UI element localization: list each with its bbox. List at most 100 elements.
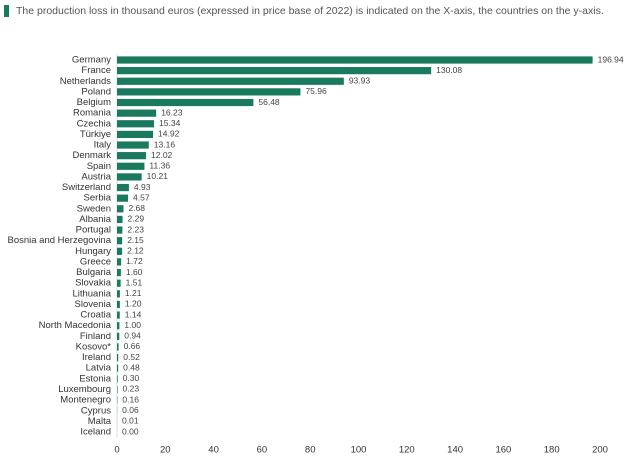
value-label: 11.36 [149,161,170,171]
value-label: 4.57 [133,192,150,202]
y-tick-label: Ireland [82,352,111,363]
value-label: 1.72 [126,256,143,266]
value-label: 130.08 [436,65,462,75]
bar [117,300,120,309]
bar [117,88,301,96]
bar [117,343,119,351]
bar [117,120,155,128]
value-label: 2.12 [127,246,144,256]
value-label: 12.02 [151,150,173,160]
bar [117,77,344,85]
value-label: 2.23 [127,224,144,234]
y-tick-label: Finland [80,331,111,342]
value-label: 0.48 [123,362,140,372]
y-tick-label: Sweden [77,203,111,214]
bar [117,258,122,266]
x-tick-label: 160 [495,445,511,456]
x-tick-label: 140 [447,445,463,456]
value-label: 0.30 [123,373,140,383]
y-tick-label: Greece [80,256,111,267]
y-tick-label: Poland [81,86,111,97]
y-tick-label: Serbia [84,193,112,204]
value-label: 0.16 [122,394,139,404]
bar [117,290,120,298]
y-tick-label: Bulgaria [76,267,112,278]
value-label: 10.21 [147,171,169,181]
y-tick-label: Cyprus [81,405,111,416]
value-label: 1.14 [125,309,142,319]
x-tick-label: 40 [208,445,219,456]
bar [117,56,593,64]
bar [117,375,118,383]
value-label: 0.52 [123,352,140,362]
y-tick-label: Lithuania [72,288,111,299]
y-tick-label: Slovenia [75,299,112,310]
value-label: 1.00 [124,320,141,330]
value-label: 15.34 [159,118,181,128]
x-tick-label: 180 [544,445,560,456]
bar [117,268,121,277]
chart-title: The production loss in thousand euros (e… [16,5,604,17]
bar [117,205,124,213]
y-tick-label: Netherlands [60,76,111,87]
value-label: 1.21 [125,288,142,298]
y-tick-label: Spain [87,161,111,172]
bar [117,322,120,330]
value-label: 0.94 [124,331,141,341]
value-label: 14.92 [158,129,180,139]
y-tick-label: Albania [79,214,111,225]
bar [117,364,119,372]
y-tick-label: Portugal [76,225,111,236]
value-label: 0.23 [123,384,140,394]
bar [117,173,142,181]
bar [117,67,432,75]
y-tick-label: Kosovo* [76,341,112,352]
y-tick-label: Belgium [77,97,111,108]
y-tick-label: Croatia [80,310,111,321]
y-tick-label: Austria [81,171,111,182]
value-label: 75.96 [305,86,327,96]
y-tick-label: Luxembourg [58,384,111,395]
value-label: 1.51 [126,277,143,287]
bar [117,385,118,394]
value-label: 196.94 [598,54,624,64]
x-tick-label: 0 [114,445,119,456]
y-tick-label: Germany [72,55,111,66]
value-label: 1.60 [126,267,143,277]
bar [117,152,147,160]
y-tick-label: Hungary [75,246,111,257]
y-tick-label: Denmark [72,150,111,161]
x-tick-label: 120 [399,445,415,456]
value-label: 0.06 [122,405,139,415]
y-tick-label: Latvia [86,363,112,374]
y-tick-label: Iceland [80,427,111,438]
bar [117,109,157,117]
y-tick-label: Bosnia and Herzegovina [7,235,111,246]
x-tick-label: 80 [305,445,316,456]
bar [117,354,119,362]
value-label: 2.15 [127,235,144,245]
y-tick-label: Romania [73,108,112,119]
y-tick-label: Estonia [79,373,111,384]
bar [117,332,120,340]
bar [117,247,123,255]
bar [117,141,149,149]
value-label: 2.68 [128,203,145,213]
x-tick-label: 200 [592,445,608,456]
value-label: 0.00 [122,426,139,436]
value-label: 4.93 [134,182,151,192]
title-marker [4,5,9,17]
y-tick-label: Czechia [77,118,112,129]
bar [117,311,120,319]
y-tick-label: Malta [88,416,112,427]
y-tick-label: Montenegro [60,395,111,406]
bar [117,98,254,107]
value-label: 1.20 [125,299,142,309]
value-label: 0.66 [124,341,141,351]
value-label: 93.93 [349,76,371,86]
y-tick-label: Switzerland [62,182,111,193]
y-tick-label: France [81,65,111,76]
value-label: 16.23 [161,107,183,117]
bar [117,226,123,234]
bar [117,183,129,192]
